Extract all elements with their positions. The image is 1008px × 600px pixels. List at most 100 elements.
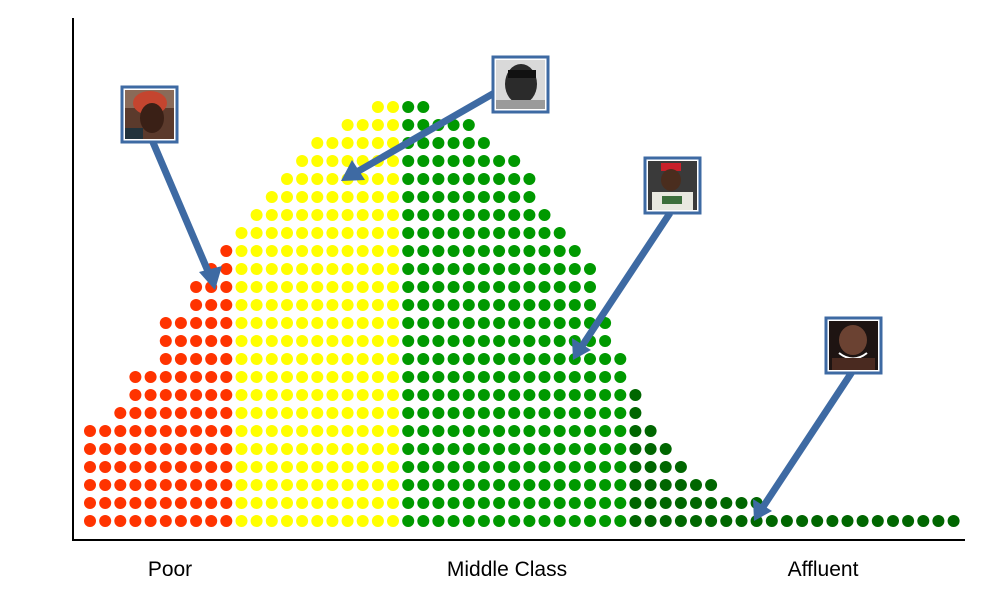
- dot-c21-r11: [402, 317, 415, 329]
- dot-c23-r10: [432, 335, 445, 347]
- dot-c11-r1: [250, 497, 263, 509]
- dot-c7-r5: [190, 425, 203, 437]
- dot-c13-r9: [281, 353, 293, 365]
- dot-c9-r4: [220, 443, 233, 455]
- dot-c34-r4: [599, 443, 612, 455]
- dot-c9-r13: [220, 281, 233, 293]
- dot-c25-r15: [462, 245, 475, 257]
- dot-c6-r9: [174, 353, 187, 365]
- dot-c56-r0: [932, 515, 945, 527]
- dot-c23-r11: [432, 317, 445, 329]
- dot-c17-r18: [341, 191, 354, 203]
- dot-c38-r2: [659, 479, 672, 491]
- dot-c19-r18: [371, 191, 384, 203]
- dot-c16-r16: [326, 227, 339, 239]
- dot-c13-r19: [281, 173, 293, 185]
- dot-c24-r16: [447, 227, 460, 239]
- dot-c22-r12: [417, 299, 430, 311]
- dot-c12-r13: [265, 281, 278, 293]
- dot-c18-r2: [356, 479, 369, 491]
- dot-c28-r9: [508, 353, 521, 365]
- dot-c31-r2: [553, 479, 566, 491]
- dot-c27-r14: [493, 263, 506, 275]
- dot-c19-r0: [371, 515, 384, 527]
- dot-c37-r2: [644, 479, 657, 491]
- dot-c16-r2: [326, 479, 339, 491]
- dot-c17-r12: [341, 299, 354, 311]
- dot-c7-r7: [190, 389, 203, 401]
- dot-c26-r4: [477, 443, 490, 455]
- dot-c17-r15: [341, 245, 354, 257]
- dot-c13-r6: [281, 407, 293, 419]
- dot-c23-r8: [432, 371, 445, 383]
- dot-c24-r15: [447, 245, 460, 257]
- dot-c14-r9: [296, 353, 309, 365]
- dot-c23-r4: [432, 443, 445, 455]
- dot-c35-r2: [614, 479, 627, 491]
- dot-c51-r0: [856, 515, 869, 527]
- dot-c26-r7: [477, 389, 490, 401]
- dot-c18-r10: [356, 335, 369, 347]
- dot-c19-r9: [371, 353, 384, 365]
- dot-c26-r20: [477, 155, 490, 167]
- dot-c26-r12: [477, 299, 490, 311]
- dot-c20-r18: [387, 191, 399, 203]
- dot-c4-r5: [144, 425, 157, 437]
- dot-c36-r0: [629, 515, 642, 527]
- dot-c13-r18: [281, 191, 293, 203]
- dot-c10-r5: [235, 425, 248, 437]
- dot-c10-r13: [235, 281, 248, 293]
- dot-c18-r14: [356, 263, 369, 275]
- dot-c6-r2: [174, 479, 187, 491]
- dot-c27-r8: [493, 371, 506, 383]
- dot-c33-r9: [584, 353, 596, 365]
- dot-c16-r20: [326, 155, 339, 167]
- dot-c24-r1: [447, 497, 460, 509]
- dot-c30-r0: [538, 515, 551, 527]
- dot-c41-r2: [705, 479, 718, 491]
- arrowhead-affluent: [753, 499, 772, 521]
- dot-c2-r1: [114, 497, 127, 509]
- dot-c7-r11: [190, 317, 203, 329]
- dot-c14-r3: [296, 461, 309, 473]
- dot-c22-r16: [417, 227, 430, 239]
- dot-c1-r0: [99, 515, 112, 527]
- dot-c9-r0: [220, 515, 233, 527]
- dot-c29-r0: [523, 515, 536, 527]
- dot-c26-r17: [477, 209, 490, 221]
- dot-c3-r2: [129, 479, 142, 491]
- dot-c9-r8: [220, 371, 233, 383]
- dot-c19-r13: [371, 281, 384, 293]
- dot-c11-r9: [250, 353, 263, 365]
- dot-c6-r10: [174, 335, 187, 347]
- dot-c24-r12: [447, 299, 460, 311]
- dot-c30-r12: [538, 299, 551, 311]
- dot-c13-r1: [281, 497, 293, 509]
- category-label-poor: Poor: [148, 558, 192, 581]
- dot-c22-r8: [417, 371, 430, 383]
- dot-c38-r4: [659, 443, 672, 455]
- dot-c0-r1: [84, 497, 96, 509]
- dot-c33-r4: [584, 443, 596, 455]
- dot-c27-r2: [493, 479, 506, 491]
- dot-c25-r17: [462, 209, 475, 221]
- dot-c12-r1: [265, 497, 278, 509]
- dot-c15-r6: [311, 407, 324, 419]
- dot-c30-r17: [538, 209, 551, 221]
- dot-c18-r8: [356, 371, 369, 383]
- dot-c16-r12: [326, 299, 339, 311]
- dot-c23-r0: [432, 515, 445, 527]
- dot-c7-r3: [190, 461, 203, 473]
- dot-c31-r6: [553, 407, 566, 419]
- dot-c3-r8: [129, 371, 142, 383]
- dot-c38-r1: [659, 497, 672, 509]
- dot-c5-r0: [159, 515, 172, 527]
- dot-c5-r9: [159, 353, 172, 365]
- dot-c35-r0: [614, 515, 627, 527]
- dot-c28-r12: [508, 299, 521, 311]
- dot-c31-r3: [553, 461, 566, 473]
- dot-c12-r12: [265, 299, 278, 311]
- dot-c37-r0: [644, 515, 657, 527]
- dot-c20-r4: [387, 443, 399, 455]
